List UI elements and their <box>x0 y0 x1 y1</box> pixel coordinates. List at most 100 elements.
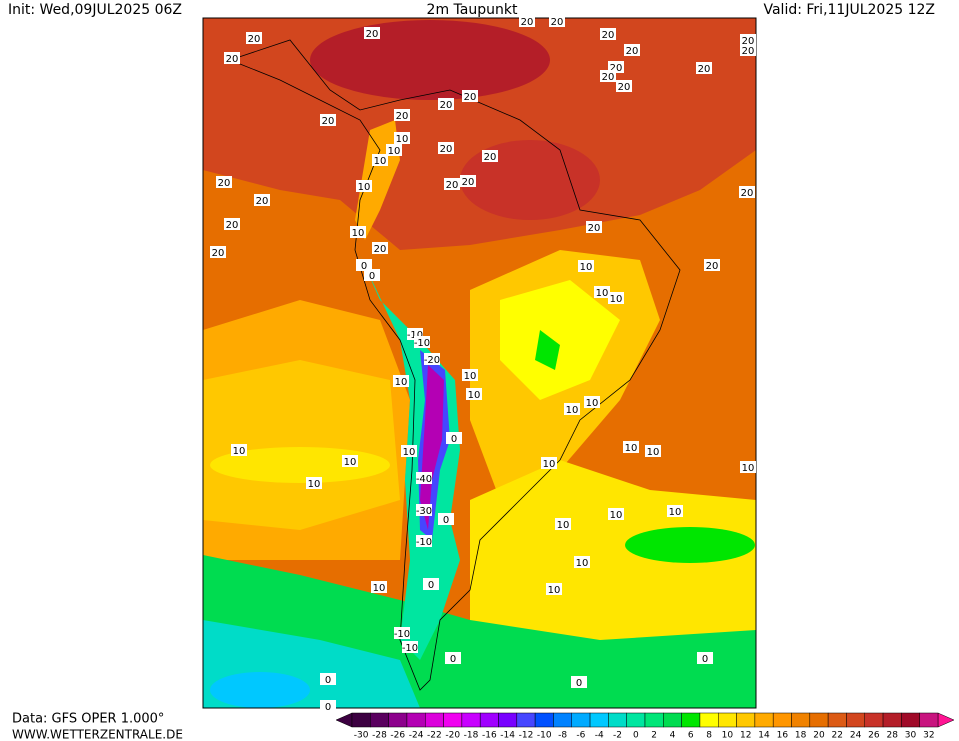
contour-label: 20 <box>366 29 379 40</box>
colorbar-swatch <box>608 712 627 728</box>
colorbar-label: 28 <box>886 731 898 741</box>
colorbar-swatch <box>388 712 408 728</box>
contour-label-box <box>600 70 616 82</box>
colorbar-label: -2 <box>613 731 622 741</box>
contour-label: 10 <box>395 377 408 388</box>
colorbar-swatch <box>571 712 591 728</box>
contour-label-box <box>616 80 632 92</box>
contour-label-box <box>372 242 388 254</box>
contour-label: 20 <box>484 152 497 163</box>
contour-label-box <box>402 641 418 653</box>
contour-label-box <box>393 375 409 387</box>
colorbar-swatch <box>864 712 884 728</box>
contour-label-box <box>401 445 417 457</box>
contour-label-box <box>739 186 755 198</box>
colorbar-swatch <box>626 712 646 728</box>
colorbar-label: -30 <box>354 731 369 741</box>
contour-label: 20 <box>440 100 453 111</box>
colorbar-swatch <box>425 712 444 728</box>
contour-label: 20 <box>374 244 387 255</box>
contour-label: -10 <box>414 338 430 349</box>
colorbar-swatch <box>827 712 847 728</box>
colorbar-label: -10 <box>537 731 552 741</box>
contour-label: -30 <box>416 506 432 517</box>
contour-label-box <box>574 556 590 568</box>
contour-label-box <box>697 652 713 664</box>
contour-label: 10 <box>403 447 416 458</box>
contour-label-box <box>578 260 594 272</box>
contour-label: -10 <box>394 629 410 640</box>
valid-label: Valid: Fri,11JUL2025 12Z <box>763 2 935 18</box>
contour-label: 10 <box>586 398 599 409</box>
colorbar-high-arrow <box>937 712 955 728</box>
colorbar-label: -6 <box>576 731 585 741</box>
contour-label: 0 <box>450 654 456 665</box>
colorbar-label: -8 <box>558 731 567 741</box>
colorbar-label: -14 <box>500 731 515 741</box>
field-ocean-yellow <box>203 360 400 530</box>
contour-label-box <box>224 218 240 230</box>
colorbar-label: 10 <box>722 731 734 741</box>
contour-label-box <box>350 226 366 238</box>
contour-label: 10 <box>596 288 609 299</box>
field-atlantic-yellow <box>470 460 756 640</box>
contour-label: 20 <box>602 72 615 83</box>
contour-label-box <box>394 109 410 121</box>
contour-label: 20 <box>464 92 477 103</box>
contour-label-box <box>414 336 430 348</box>
coastline <box>228 39 681 691</box>
contour-label: 10 <box>396 134 409 145</box>
contour-label: -10 <box>407 330 423 341</box>
contour-label-box <box>424 353 440 365</box>
contour-label: 20 <box>626 46 639 57</box>
contour-label: 0 <box>451 434 457 445</box>
contour-label-box <box>564 403 580 415</box>
contour-label: 10 <box>610 294 623 305</box>
contour-label-box <box>438 142 454 154</box>
colorbar-swatch <box>809 712 829 728</box>
contour-label-box <box>320 700 336 712</box>
contour-label: 10 <box>373 583 386 594</box>
map-frame <box>202 17 757 709</box>
contour-label: 10 <box>669 507 682 518</box>
contour-label: 20 <box>218 178 231 189</box>
contour-label-box <box>482 150 498 162</box>
contour-label-box <box>371 581 387 593</box>
contour-label: 10 <box>464 371 477 382</box>
contour-label-box <box>584 396 600 408</box>
colorbar-label: 22 <box>832 731 843 741</box>
contour-label: 0 <box>325 702 331 713</box>
field-darkred <box>310 20 550 100</box>
colorbar-label: 24 <box>850 731 862 741</box>
contour-label-box <box>600 28 616 40</box>
contour-label: 0 <box>428 580 434 591</box>
colorbar-label: -26 <box>390 731 405 741</box>
colorbar-swatch <box>846 712 865 728</box>
colorbar-swatch <box>699 712 719 728</box>
contour-label-box <box>466 388 482 400</box>
contour-label: 20 <box>618 82 631 93</box>
contour-label: 20 <box>212 248 225 259</box>
contour-label-box <box>571 676 587 688</box>
contour-label: 10 <box>374 156 387 167</box>
colorbar-label: 6 <box>688 731 694 741</box>
colorbar-label: 32 <box>923 731 934 741</box>
contour-label: 10 <box>625 443 638 454</box>
colorbar-label: -24 <box>409 731 424 741</box>
contour-label: 20 <box>742 46 755 57</box>
contour-label: 10 <box>468 390 481 401</box>
field-atlantic-green <box>625 527 755 563</box>
colorbar-swatch <box>736 712 756 728</box>
map-title: 2m Taupunkt <box>427 2 518 18</box>
contour-label: 10 <box>308 479 321 490</box>
colorbar-swatch <box>479 712 499 728</box>
contour-label: 20 <box>462 177 475 188</box>
contour-label: 20 <box>706 261 719 272</box>
contour-label-box <box>231 444 247 456</box>
contour-label-box <box>623 441 639 453</box>
contour-label-box <box>423 578 439 590</box>
contour-label-box <box>320 114 336 126</box>
field-andes-purple <box>420 365 444 530</box>
contour-label: 20 <box>602 30 615 41</box>
contour-label: -10 <box>416 537 432 548</box>
